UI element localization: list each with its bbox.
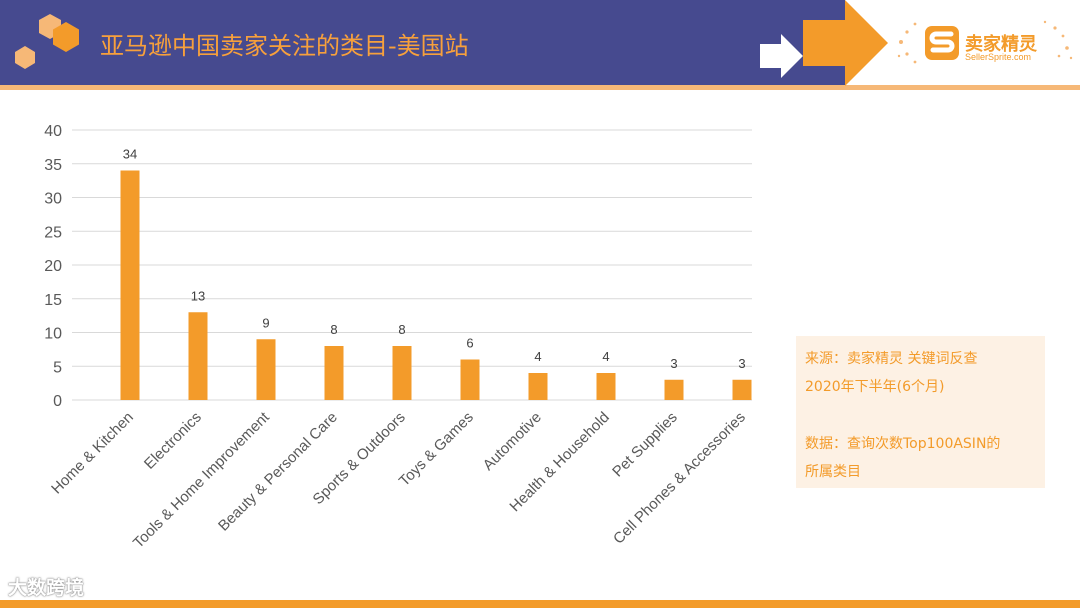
note-data-line-2: 所属类目 xyxy=(805,464,861,480)
x-tick-label: Electronics xyxy=(141,409,205,473)
y-tick-label: 5 xyxy=(53,359,62,376)
note-data-line: 数据：查询次数Top100ASIN的 xyxy=(805,436,1001,452)
header-bar xyxy=(0,0,845,85)
bar xyxy=(188,312,208,400)
x-tick-label: Tools & Home Improvement xyxy=(130,408,273,551)
logo-name: 卖家精灵 xyxy=(965,34,1037,55)
y-tick-label: 35 xyxy=(44,157,62,174)
x-tick-label: Automotive xyxy=(480,409,545,474)
x-tick-label: Home & Kitchen xyxy=(48,409,137,498)
x-tick-label: Beauty & Personal Care xyxy=(215,409,341,535)
bar xyxy=(732,379,752,400)
bar xyxy=(664,379,684,400)
data-label: 34 xyxy=(123,147,137,162)
data-label: 4 xyxy=(602,349,609,364)
y-tick-label: 0 xyxy=(53,393,62,410)
y-tick-label: 30 xyxy=(44,191,62,208)
data-label: 8 xyxy=(398,322,405,337)
bar xyxy=(596,373,616,400)
y-tick-label: 20 xyxy=(44,258,62,275)
data-label: 6 xyxy=(466,336,473,351)
y-tick-label: 10 xyxy=(44,326,62,343)
logo-dots-icon xyxy=(1043,20,1073,60)
data-label: 13 xyxy=(191,288,205,303)
note-period-line: 2020年下半年(6个月) xyxy=(805,379,945,395)
header-divider xyxy=(0,85,1080,90)
x-tick-label: Pet Supplies xyxy=(609,409,681,481)
y-tick-label: 40 xyxy=(44,123,62,140)
x-tick-label: Cell Phones & Accessories xyxy=(610,409,749,548)
bar xyxy=(256,339,276,400)
bar xyxy=(460,359,480,400)
source-note: 来源：卖家精灵 关键词反查 2020年下半年(6个月) 数据：查询次数Top10… xyxy=(796,336,1045,488)
bar xyxy=(324,346,344,400)
bar xyxy=(392,346,412,400)
data-label: 3 xyxy=(738,356,745,371)
note-source-line: 来源：卖家精灵 关键词反查 xyxy=(805,351,978,367)
arrow-decoration-icon xyxy=(755,0,890,86)
footer-bar xyxy=(0,600,1080,608)
data-label: 3 xyxy=(670,356,677,371)
data-label: 4 xyxy=(534,349,541,364)
bar xyxy=(528,373,548,400)
y-tick-label: 15 xyxy=(44,292,62,309)
page-title: 亚马逊中国卖家关注的类目-美国站 xyxy=(100,32,469,60)
sellersprite-logo: 卖家精灵 SellerSprite.com xyxy=(895,12,1075,74)
logo-site: SellerSprite.com xyxy=(965,52,1032,62)
hexagon-decoration-icon xyxy=(0,0,100,85)
data-label: 9 xyxy=(262,315,269,330)
logo-s-icon xyxy=(897,22,959,64)
bar-chart: 0 5 10 15 20 25 30 35 40 34 Home & Kitchen 13 Electr… xyxy=(0,100,780,580)
watermark: 大数跨境 xyxy=(8,577,85,599)
y-tick-label: 25 xyxy=(44,224,62,241)
bar xyxy=(120,170,140,400)
data-label: 8 xyxy=(330,322,337,337)
